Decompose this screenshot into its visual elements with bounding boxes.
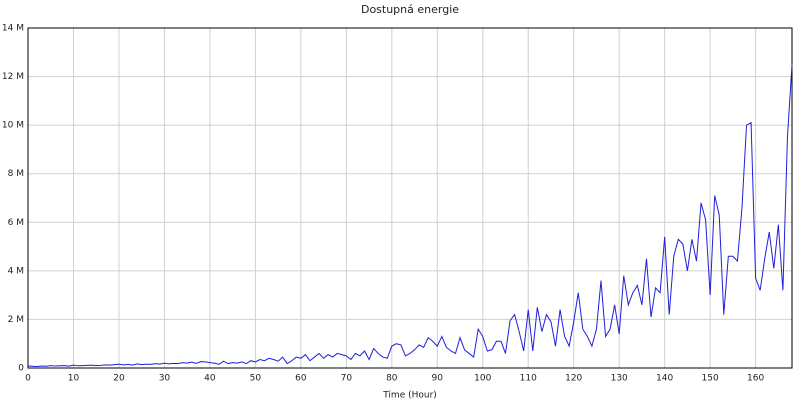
x-tick-label: 130 bbox=[611, 374, 628, 384]
x-tick-label: 20 bbox=[113, 374, 125, 384]
x-tick-label: 110 bbox=[520, 374, 537, 384]
data-line bbox=[27, 64, 793, 368]
plot-frame bbox=[27, 27, 793, 369]
y-tick-label: 12 M bbox=[2, 72, 24, 82]
y-tick-label: 0 bbox=[18, 364, 24, 374]
y-tick-label: 2 M bbox=[8, 315, 24, 325]
x-tick-label: 160 bbox=[747, 374, 764, 384]
y-tick-label: 6 M bbox=[8, 218, 24, 228]
y-tick-label: 8 M bbox=[8, 169, 24, 179]
y-tick-label: 4 M bbox=[8, 266, 24, 276]
x-tick-label: 80 bbox=[386, 374, 398, 384]
x-tick-label: 150 bbox=[702, 374, 719, 384]
x-tick-label: 140 bbox=[656, 374, 673, 384]
chart-title: Dostupná energie bbox=[361, 3, 459, 16]
x-tick-label: 70 bbox=[341, 374, 353, 384]
x-tick-label: 10 bbox=[68, 374, 80, 384]
x-tick-label: 0 bbox=[25, 374, 31, 384]
y-tick-label: 10 M bbox=[2, 121, 24, 131]
x-tick-label: 120 bbox=[565, 374, 582, 384]
x-tick-label: 60 bbox=[295, 374, 307, 384]
x-tick-label: 90 bbox=[432, 374, 444, 384]
y-tick-label: 14 M bbox=[2, 24, 24, 34]
x-tick-label: 50 bbox=[250, 374, 262, 384]
x-tick-label: 30 bbox=[159, 374, 171, 384]
x-tick-label: 100 bbox=[474, 374, 491, 384]
x-tick-label: 40 bbox=[204, 374, 216, 384]
x-axis-label: Time (Hour) bbox=[382, 391, 437, 401]
